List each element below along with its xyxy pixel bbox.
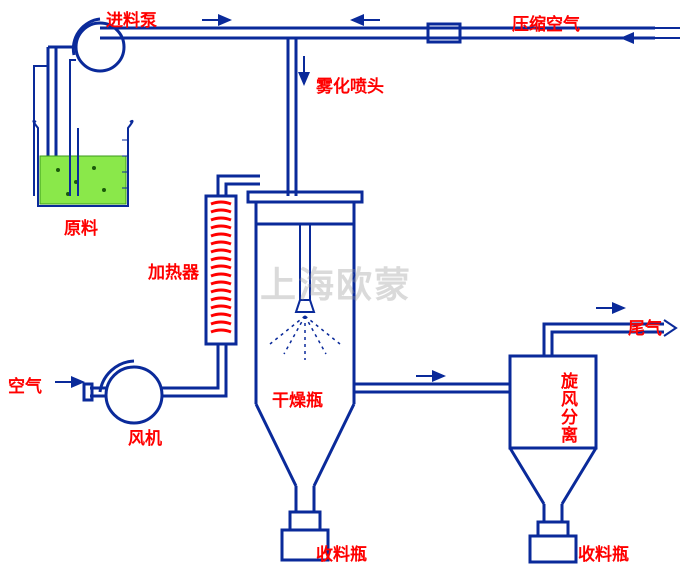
label-atomizer: 雾化喷头 [316, 72, 384, 97]
label-drying: 干燥瓶 [272, 386, 323, 411]
label-compressed-air: 压缩空气 [512, 10, 580, 35]
watermark: 上海欧蒙 [260, 256, 412, 308]
label-cyclone: 旋风分离 [555, 372, 580, 444]
label-fan: 风机 [128, 424, 162, 449]
label-exhaust: 尾气 [628, 314, 662, 339]
label-heater: 加热器 [148, 258, 199, 283]
label-bottle-2: 收料瓶 [578, 540, 629, 565]
label-air: 空气 [8, 372, 42, 397]
label-feed-pump: 进料泵 [106, 6, 157, 31]
label-bottle-1: 收料瓶 [316, 540, 367, 565]
label-raw: 原料 [64, 214, 98, 239]
